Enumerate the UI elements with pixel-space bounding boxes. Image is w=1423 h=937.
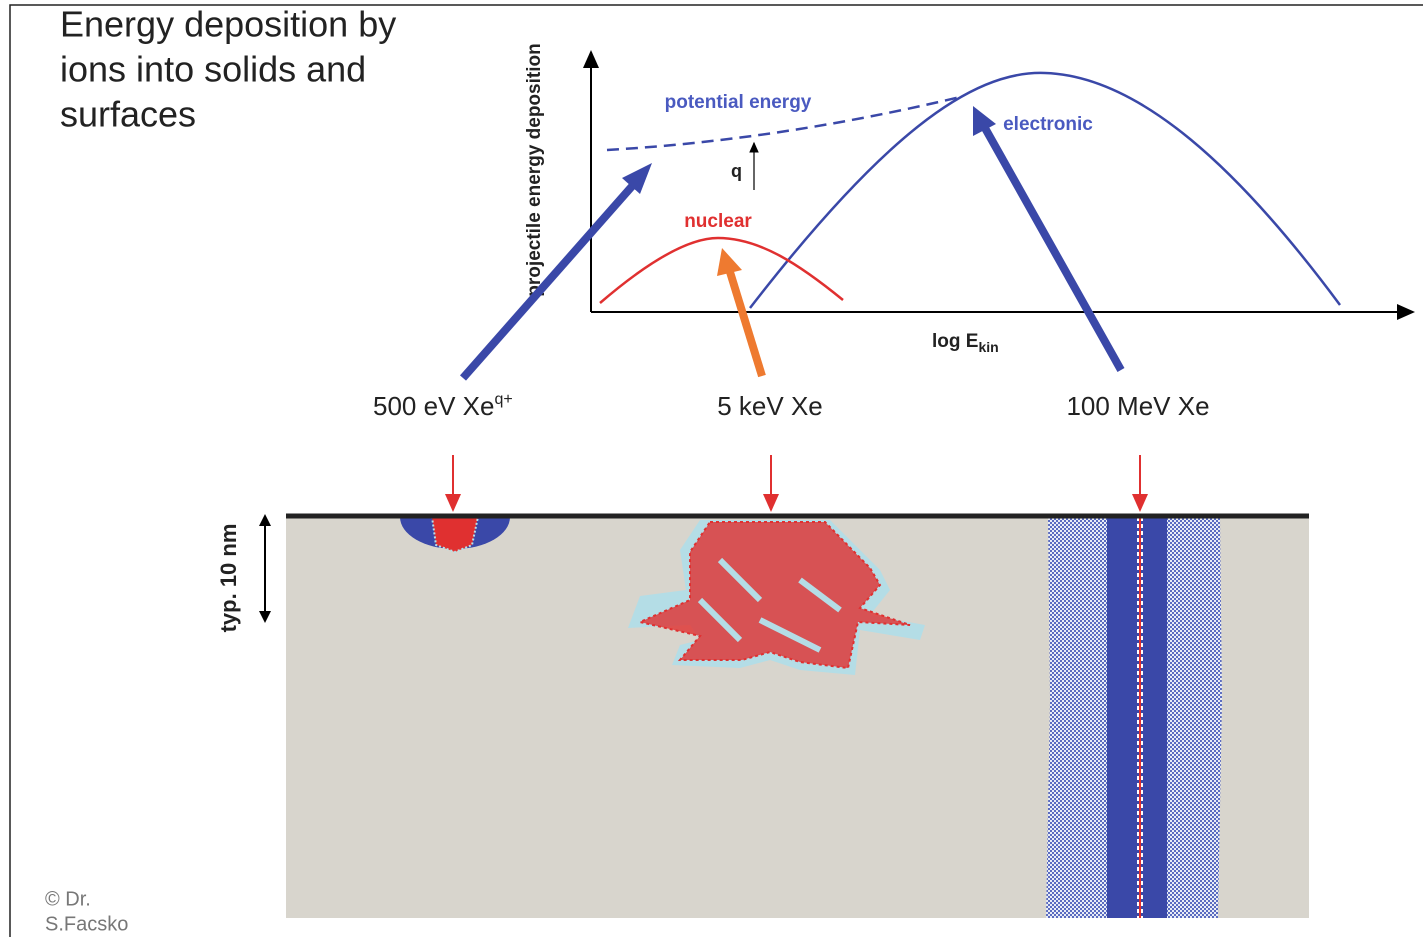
ion-charge: q+ (494, 391, 512, 408)
track (1046, 517, 1222, 918)
ion-name: 500 eV Xe (373, 391, 494, 421)
title: Energy deposition by ions into solids an… (60, 4, 396, 135)
big-arrows (459, 106, 1125, 381)
potential-curve (606, 95, 961, 152)
ion-labels: 500 eV Xeq+ 5 keV Xe 100 MeV Xe (373, 391, 1210, 421)
copyright-line: © Dr. (45, 888, 91, 910)
arrow-electronic (981, 126, 1125, 372)
depth-arrowheads (259, 514, 271, 623)
arrow-head (717, 248, 742, 276)
arrow-potential (459, 181, 638, 381)
arrow-head (973, 106, 996, 136)
ion-label: 5 keV Xe (717, 391, 823, 421)
x-axis-label: log Ekin (932, 331, 999, 355)
arrow-nuclear (726, 270, 766, 378)
cascade-gaps (697, 557, 842, 653)
impact-arrows (445, 455, 1148, 512)
electronic-curve (749, 71, 1342, 309)
depth-label: typ. 10 nm (216, 524, 241, 633)
title-line: Energy deposition by (60, 4, 396, 45)
nuclear-label: nuclear (684, 211, 752, 232)
depth-marker: typ. 10 nm (216, 514, 271, 632)
electronic-label: electronic (1003, 114, 1093, 135)
q-label: q (731, 161, 742, 181)
title-line: surfaces (60, 94, 196, 135)
arrow-head (622, 163, 652, 194)
nuclear-curve (599, 236, 844, 304)
track-core (1107, 517, 1167, 918)
graph: projectile energy deposition log Ekin q … (524, 43, 1415, 355)
copyright: © Dr. S.Facsko (45, 888, 128, 935)
cascade-core (636, 521, 911, 670)
x-axis-subscript: kin (978, 339, 998, 355)
x-axis-label-main: log E (932, 331, 978, 352)
ion-label: 100 MeV Xe (1066, 391, 1209, 421)
frame (9, 4, 1423, 937)
crater-core (430, 516, 480, 554)
potential-label: potential energy (665, 92, 812, 113)
title-line: ions into solids and (60, 49, 366, 90)
ion-label: 500 eV Xeq+ (373, 391, 513, 421)
copyright-line: S.Facsko (45, 913, 128, 935)
cascade (628, 520, 925, 675)
y-axis-label: projectile energy deposition (524, 43, 545, 296)
